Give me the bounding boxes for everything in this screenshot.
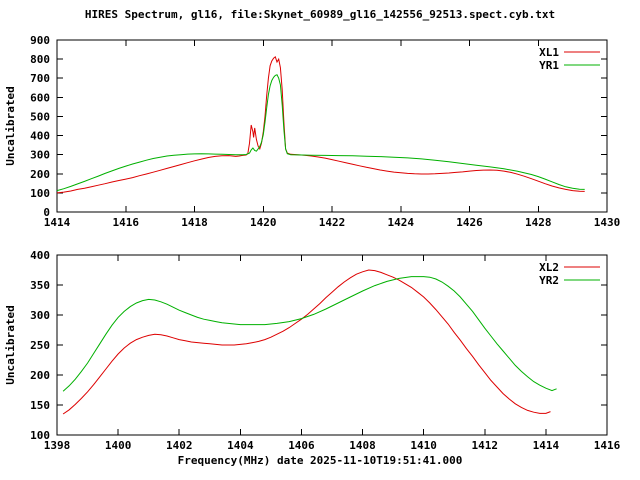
plot-border: [56, 39, 608, 213]
legend-label-XL1: XL1: [539, 46, 559, 59]
series-line-XL2: [62, 269, 551, 415]
x-tick-label: 1414: [533, 439, 560, 452]
x-tick-label: 1426: [456, 216, 483, 229]
y-tick-label: 100: [30, 429, 50, 442]
series-line-YR1: [56, 74, 585, 192]
y-tick-label: 100: [30, 187, 50, 200]
y-tick-label: 200: [30, 369, 50, 382]
x-tick-label: 1398: [44, 439, 71, 452]
y-tick-label: 400: [30, 130, 50, 143]
y-tick-label: 250: [30, 339, 50, 352]
series-line-XL1: [56, 55, 585, 194]
y-tick-label: 0: [43, 206, 50, 219]
page-title: HIRES Spectrum, gl16, file:Skynet_60989_…: [84, 8, 556, 21]
x-tick-label: 1428: [525, 216, 552, 229]
y-tick-label: 400: [30, 249, 50, 262]
x-tick-label: 1400: [105, 439, 132, 452]
y-tick-label: 300: [30, 309, 50, 322]
x-tick-label: 1422: [319, 216, 346, 229]
x-tick-label: 1402: [166, 439, 193, 452]
x-tick-label: 1418: [181, 216, 208, 229]
x-tick-label: 1424: [388, 216, 415, 229]
y-tick-label: 500: [30, 110, 50, 123]
panel-1: 1398 1400 1402 1404 1406 1408 1410 1412 1414 1416…: [4, 249, 621, 452]
x-tick-label: 1404: [227, 439, 254, 452]
y-tick-label: 200: [30, 168, 50, 181]
plot-border: [56, 254, 608, 436]
x-tick-label: 1412: [472, 439, 499, 452]
x-tick-label: 1414: [44, 216, 71, 229]
y-tick-label: 900: [30, 34, 50, 47]
y-axis-label: Uncalibrated: [4, 305, 17, 384]
legend-label-YR1: YR1: [539, 59, 559, 72]
y-tick-label: 700: [30, 72, 50, 85]
legend-label-YR2: YR2: [539, 274, 559, 287]
panel-0: 1414 1416 1418 1420 1422 1424 1426 1428 1430 0 100…: [4, 34, 620, 229]
x-tick-label: 1408: [349, 439, 376, 452]
y-tick-label: 600: [30, 91, 50, 104]
x-tick-label: 1410: [410, 439, 437, 452]
x-tick-label: 1416: [594, 439, 621, 452]
x-tick-label: 1406: [288, 439, 315, 452]
legend-label-XL2: XL2: [539, 261, 559, 274]
y-axis-label: Uncalibrated: [4, 86, 17, 165]
y-tick-label: 300: [30, 149, 50, 162]
x-tick-label: 1430: [594, 216, 621, 229]
y-tick-label: 350: [30, 279, 50, 292]
y-tick-label: 150: [30, 399, 50, 412]
y-tick-label: 800: [30, 53, 50, 66]
x-tick-label: 1420: [250, 216, 277, 229]
x-axis-label: Frequency(MHz) date 2025-11-10T19:51:41.…: [177, 454, 463, 467]
x-tick-label: 1416: [113, 216, 140, 229]
series-line-YR2: [62, 276, 557, 392]
